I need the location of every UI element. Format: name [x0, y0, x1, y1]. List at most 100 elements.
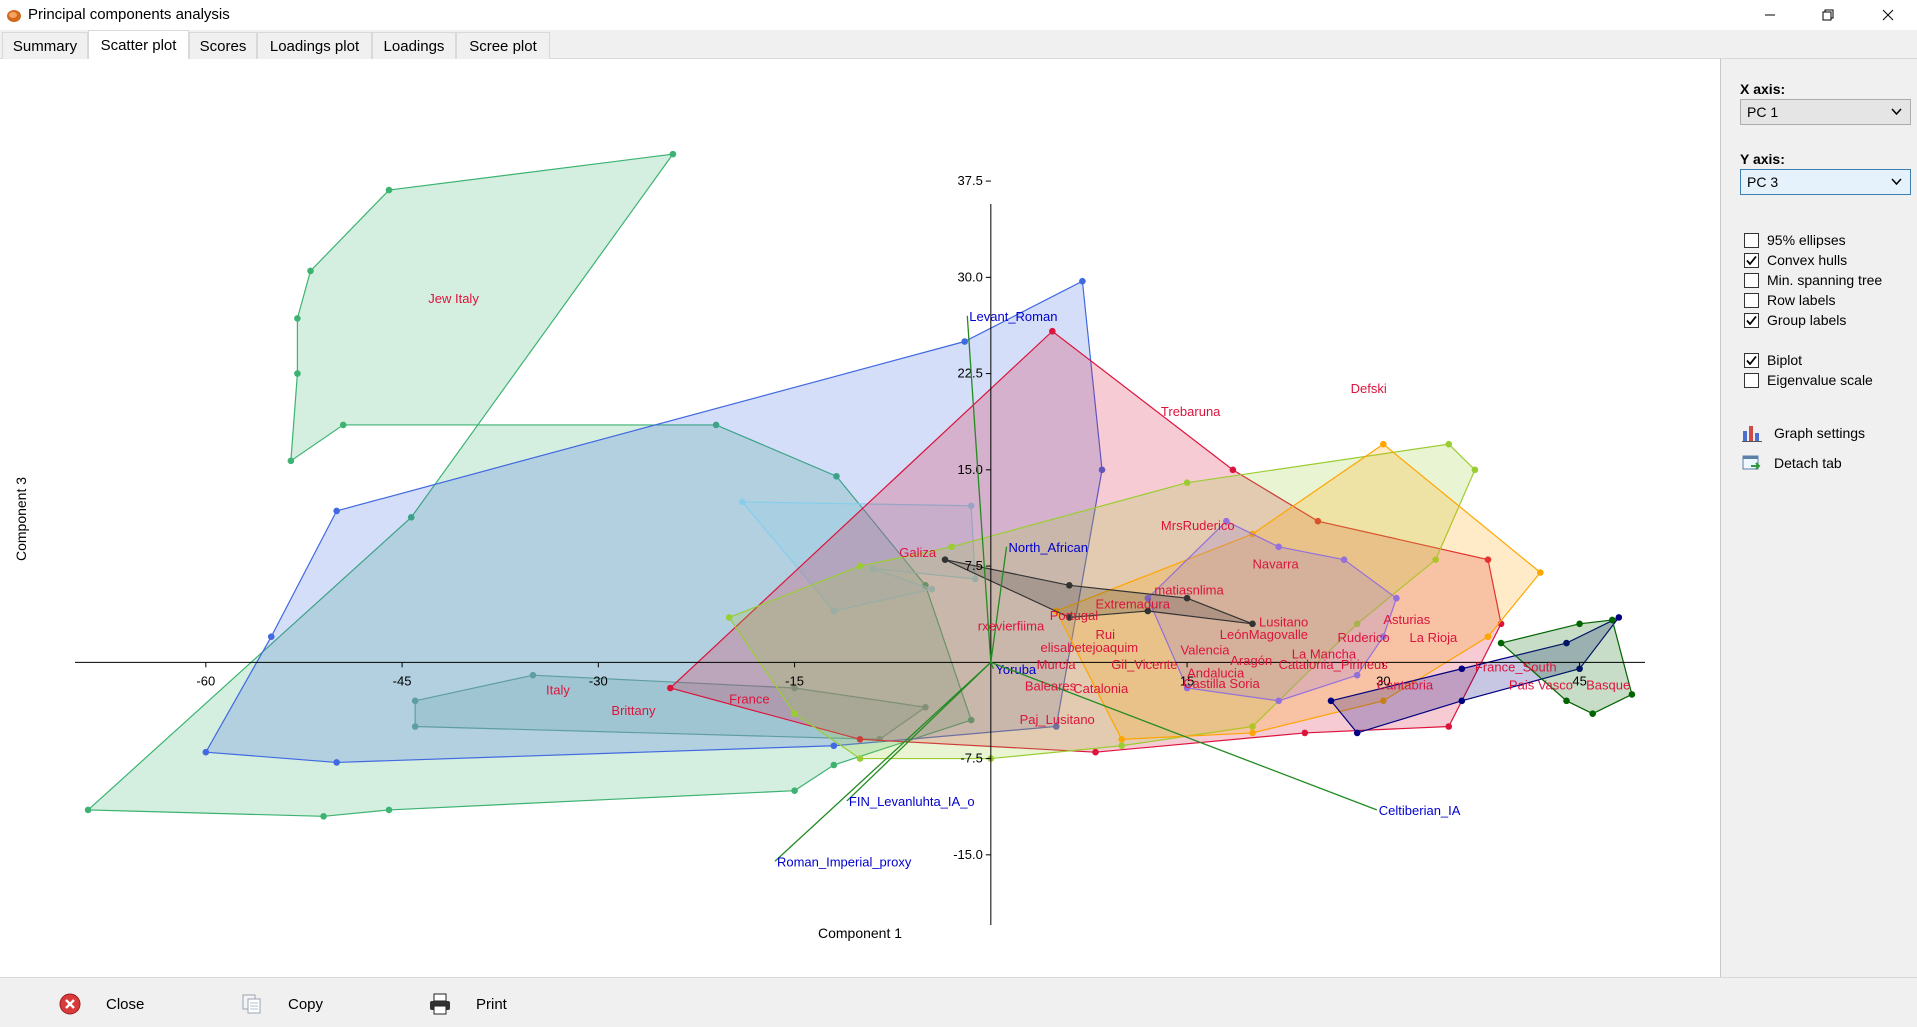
data-point [1576, 620, 1583, 628]
y-tick-label: 15.0 [958, 462, 983, 477]
data-point [1301, 729, 1309, 737]
x-tick-label: 15 [1180, 673, 1194, 688]
print-button-label: Print [476, 995, 507, 1013]
restore-button[interactable] [1799, 0, 1857, 30]
checkbox-convex-hulls[interactable]: Convex hulls [1744, 251, 1847, 269]
y-axis-select-value: PC 3 [1747, 174, 1779, 190]
close-window-button[interactable] [1859, 0, 1917, 30]
group-label: Defski [1351, 381, 1387, 396]
group-label: Baleares [1025, 679, 1077, 694]
tab-scatter-plot[interactable]: Scatter plot [88, 30, 189, 60]
data-point [411, 697, 419, 705]
tab-loadings-plot[interactable]: Loadings plot [257, 32, 372, 59]
data-point [202, 748, 210, 756]
group-label: Valencia [1181, 643, 1231, 658]
convex-hull [1329, 616, 1620, 734]
y-tick-label: 22.5 [958, 366, 983, 381]
minimize-button[interactable] [1741, 0, 1799, 30]
data-point [1380, 633, 1387, 640]
checkbox-row-labels[interactable]: Row labels [1744, 291, 1835, 309]
y-axis-select[interactable]: PC 3 [1740, 169, 1911, 195]
data-point [1563, 697, 1570, 705]
close-button[interactable]: Close [58, 992, 144, 1016]
checkmark-icon [1746, 255, 1757, 265]
x-axis-select-value: PC 1 [1747, 104, 1779, 120]
graph-settings-button[interactable]: Graph settings [1742, 422, 1865, 444]
x-tick-label: -45 [393, 673, 412, 688]
data-point [1183, 684, 1191, 692]
data-point [1497, 639, 1505, 647]
x-tick-label: -60 [196, 673, 215, 688]
data-point [1615, 614, 1623, 621]
checkbox-box[interactable] [1744, 372, 1759, 388]
checkbox-eigenvalue-scale[interactable]: Eigenvalue scale [1744, 371, 1873, 389]
group-label: Ruderico [1338, 630, 1390, 645]
x-axis-select[interactable]: PC 1 [1740, 99, 1911, 125]
detach-tab-button[interactable]: Detach tab [1742, 452, 1842, 474]
y-tick-label: 7.5 [965, 558, 983, 573]
printer-icon [430, 993, 450, 1015]
detach-tab-label: Detach tab [1774, 455, 1842, 471]
group-label: Castilla Soria [1183, 676, 1260, 691]
data-point [1628, 691, 1636, 698]
checkbox-box[interactable] [1744, 292, 1759, 308]
checkbox-box[interactable] [1744, 252, 1759, 268]
data-point [407, 514, 415, 521]
checkbox-box[interactable] [1744, 232, 1759, 248]
convex-hulls [84, 150, 1636, 820]
tab-summary[interactable]: Summary [2, 32, 88, 59]
group-label: Lusitano [1259, 614, 1308, 629]
data-point [1576, 665, 1583, 673]
scatter-plot-area[interactable]: -60 -45 -30 -15 15 30 45 -15.0 -7.5 7.5 15.0 22.5 30… [0, 59, 1720, 977]
checkbox-biplot[interactable]: Biplot [1744, 351, 1802, 369]
tab-loadings[interactable]: Loadings [372, 32, 456, 59]
data-point [1144, 607, 1152, 615]
data-point [1537, 569, 1544, 576]
biplot-vectors: Levant_Roman North_African Yoruba FIN_Levan… [774, 309, 1461, 869]
tab-scree-plot[interactable]: Scree plot [456, 32, 550, 59]
tab-scores[interactable]: Scores [189, 32, 257, 59]
copy-button[interactable]: Copy [240, 992, 323, 1016]
group-label: Brittany [611, 703, 656, 718]
data-point [941, 556, 949, 563]
axes: -60 -45 -30 -15 15 30 45 -15.0 -7.5 7.5 15.0 22.5 30… [75, 173, 1645, 925]
data-point [1223, 517, 1230, 525]
title-bar: Principal components analysis [0, 0, 1917, 30]
data-point [1353, 729, 1361, 737]
copy-button-label: Copy [288, 995, 324, 1013]
convex-hull [86, 153, 972, 817]
checkbox-box[interactable] [1744, 352, 1759, 368]
checkbox-min-spanning-tree[interactable]: Min. spanning tree [1744, 271, 1882, 289]
data-point [1275, 543, 1282, 551]
data-point [1066, 614, 1073, 621]
group-labels: Jew Italy Italy Brittany France Trebaruna Def… [428, 291, 1630, 727]
data-point [1608, 616, 1616, 624]
checkbox-box[interactable] [1744, 312, 1759, 328]
print-button[interactable]: Print [428, 992, 507, 1016]
window-title: Principal components analysis [28, 6, 230, 23]
data-point [833, 472, 840, 480]
data-point [333, 759, 340, 766]
x-axis-label: Component 1 [818, 925, 902, 941]
checkbox-group-labels[interactable]: Group labels [1744, 311, 1846, 329]
data-point [1066, 582, 1073, 589]
pca-scatter-chart[interactable]: -60 -45 -30 -15 15 30 45 -15.0 -7.5 7.5 15.0 22.5 30… [0, 59, 1720, 977]
data-point [1118, 736, 1125, 743]
y-tick-label: -15.0 [953, 847, 983, 862]
data-point [1118, 742, 1125, 750]
group-label: Jew Italy [428, 291, 479, 306]
data-point [738, 498, 746, 506]
checkbox-box[interactable] [1744, 272, 1759, 288]
data-point [830, 742, 838, 750]
group-label: Gil_Vicente [1111, 657, 1177, 672]
checkbox-95-ellipses[interactable]: 95% ellipses [1744, 231, 1846, 249]
x-tick-label: -15 [785, 673, 804, 688]
copy-icon [242, 994, 261, 1014]
data-point [1445, 723, 1453, 730]
data-point [971, 575, 979, 583]
data-point [1445, 440, 1453, 448]
data-point [1484, 556, 1492, 563]
data-point [669, 150, 677, 158]
group-label: rxevierfiima [978, 618, 1045, 633]
